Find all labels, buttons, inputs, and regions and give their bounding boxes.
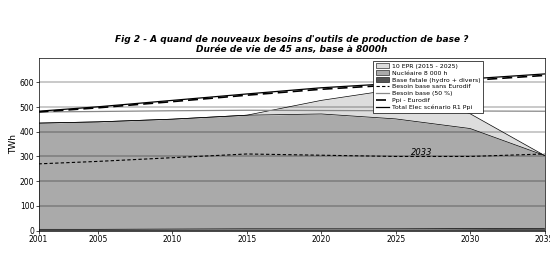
Legend: 10 EPR (2015 - 2025), Nucléaire 8 000 h, Base fatale (hydro + divers), Besoin ba: 10 EPR (2015 - 2025), Nucléaire 8 000 h,… (373, 61, 483, 113)
Title: Fig 2 - A quand de nouveaux besoins d'outils de production de base ?
Durée de vi: Fig 2 - A quand de nouveaux besoins d'ou… (115, 35, 468, 54)
Text: 2033: 2033 (410, 148, 432, 157)
Y-axis label: TWh: TWh (9, 134, 18, 154)
